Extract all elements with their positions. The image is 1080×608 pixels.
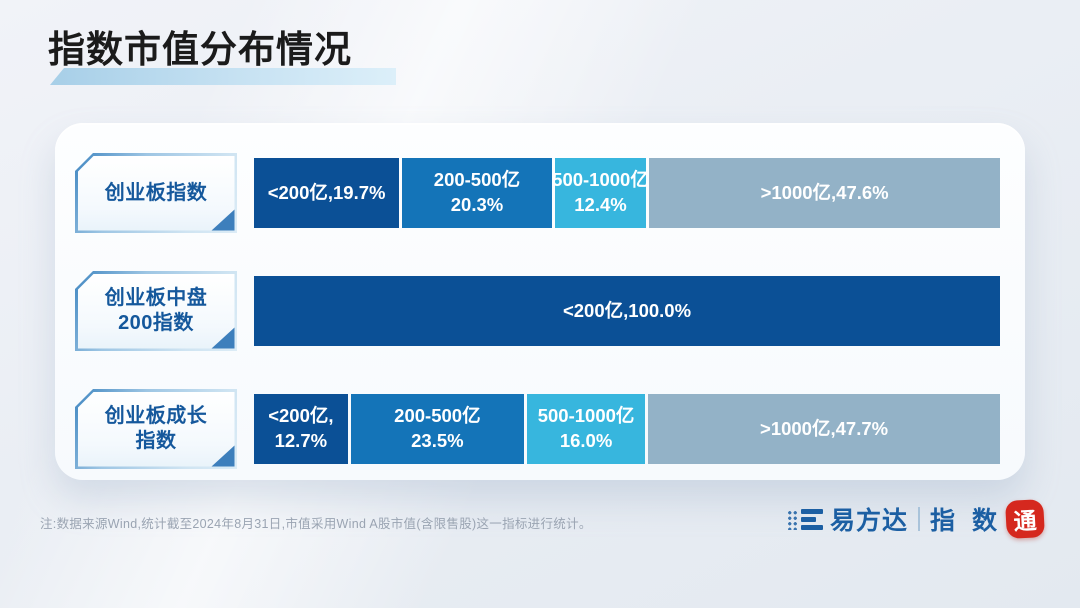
bar-segment-<200亿: <200亿,100.0%	[254, 276, 1000, 346]
corner-fold-icon	[210, 444, 235, 467]
stacked-bar-chart: 创业板指数 <200亿,19.7% 200-500亿 20.3% 500-1000亿 12…	[75, 153, 1000, 469]
row-label-badge: 创业板指数	[75, 153, 237, 233]
corner-fold-icon	[210, 326, 235, 349]
bar-segment->1000亿: >1000亿,47.7%	[648, 394, 1000, 464]
data-source-note: 注:数据来源Wind,统计截至2024年8月31日,市值采用Wind A股市值(…	[40, 517, 592, 531]
tong-seal-icon: 通	[1005, 499, 1045, 539]
page-header: 指数市值分布情况	[48, 28, 396, 85]
page-title: 指数市值分布情况	[48, 29, 352, 70]
bar-segment-<200亿: <200亿,19.7%	[254, 158, 400, 228]
bar-segment-<200亿: <200亿, 12.7%	[254, 394, 348, 464]
brand-name: 易方达	[830, 507, 909, 535]
efund-e-icon	[786, 508, 824, 530]
row-label-badge: 创业板成长 指数	[75, 389, 237, 469]
bar-segment-500-1000亿: 500-1000亿 16.0%	[527, 394, 646, 464]
logo-divider	[918, 507, 921, 531]
row-label: 创业板成长 指数	[104, 405, 208, 452]
bar-segment-200-500亿: 200-500亿 20.3%	[402, 158, 552, 228]
stacked-bar: <200亿,100.0%	[254, 276, 1000, 346]
title-underline-decoration	[50, 68, 396, 85]
chart-card: 创业板指数 <200亿,19.7% 200-500亿 20.3% 500-1000亿 12…	[55, 123, 1025, 480]
product-name: 指 数	[930, 507, 1002, 535]
stacked-bar: <200亿,19.7% 200-500亿 20.3% 500-1000亿 12.4% >1…	[254, 158, 1000, 228]
bar-segment-500-1000亿: 500-1000亿 12.4%	[552, 158, 649, 228]
stacked-bar: <200亿, 12.7% 200-500亿 23.5% 500-1000亿 16.0% >1…	[254, 394, 1000, 464]
row-label: 创业板中盘 200指数	[104, 287, 208, 334]
row-label: 创业板指数	[104, 181, 208, 204]
chart-row: 创业板指数 <200亿,19.7% 200-500亿 20.3% 500-1000亿 12…	[75, 153, 1000, 233]
bar-segment->1000亿: >1000亿,47.6%	[649, 158, 1000, 228]
brand-logo: 易方达 指 数 通	[786, 499, 1045, 539]
corner-fold-icon	[210, 208, 235, 231]
e-bars-icon	[801, 508, 824, 530]
bar-segment-200-500亿: 200-500亿 23.5%	[350, 394, 525, 464]
chart-row: 创业板中盘 200指数 <200亿,100.0%	[75, 271, 1000, 351]
row-label-badge: 创业板中盘 200指数	[75, 271, 237, 351]
chart-row: 创业板成长 指数 <200亿, 12.7% 200-500亿 23.5% 500-1000亿…	[75, 389, 1000, 469]
halftone-dots-icon	[786, 508, 800, 530]
